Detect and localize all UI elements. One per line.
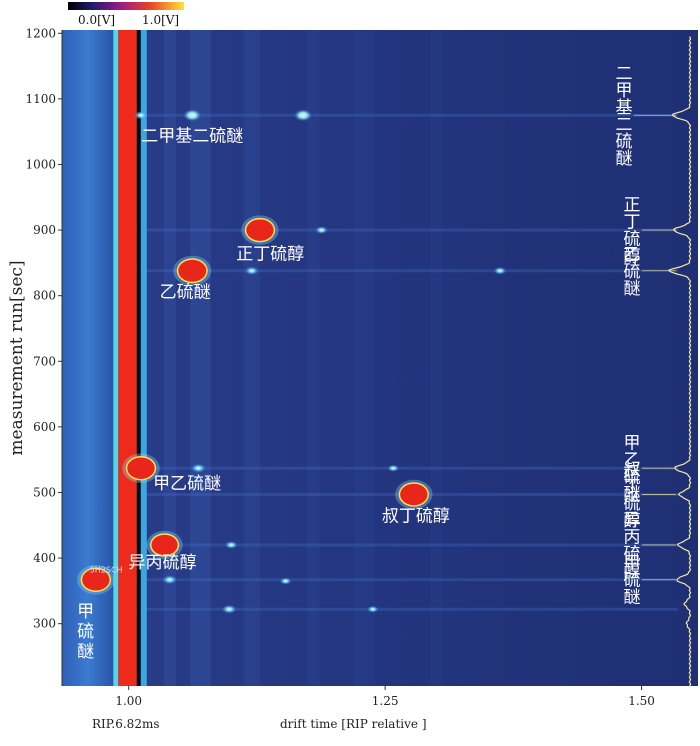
spectrum-label: 叔丁硫醇 <box>624 460 641 531</box>
peak-spot <box>127 457 155 479</box>
peak-spot <box>315 226 329 234</box>
spectrum-label: 二甲基二硫醚 <box>616 64 633 169</box>
peak-spot <box>279 577 292 585</box>
peak-spot <box>294 109 313 122</box>
peak-spot <box>493 266 507 275</box>
peak-spot <box>190 463 206 473</box>
row-streak <box>62 578 678 582</box>
row-streak <box>62 466 678 470</box>
colorbar-min-label: 0.0[V] <box>78 13 115 27</box>
x-axis-note: RIP.6.82ms <box>92 717 160 731</box>
row-streak <box>62 269 678 273</box>
x-tick-label: 1.50 <box>628 694 655 708</box>
row-streak <box>62 492 678 496</box>
peak-spot <box>244 266 259 275</box>
peak-label: 正丁硫醇 <box>236 245 304 265</box>
peak-spot <box>162 575 178 585</box>
axes: 300 400 500 600 700 800 900 1000 1100 1200 1.00 1.2… <box>25 26 654 708</box>
peak-label: 二甲基二硫醚 <box>141 127 243 147</box>
spectrum-label: 甲乙硫醚 <box>624 434 641 505</box>
rip-glow <box>140 30 147 686</box>
x-axis-title: drift time [RIP relative ] <box>280 717 427 731</box>
colorbar-max-label: 1.0[V] <box>142 13 179 27</box>
y-axis-title: measurement run[sec] <box>7 260 27 455</box>
y-tick-label: 400 <box>33 551 56 565</box>
y-tick-label: 500 <box>33 485 56 499</box>
spectrum-label: 异丙硫醇 <box>624 510 641 581</box>
rip-edge-right <box>136 30 141 686</box>
y-tick-label: 300 <box>33 617 56 631</box>
peak-spot <box>183 109 202 122</box>
peak-label: 叔丁硫醇 <box>382 506 450 526</box>
rip-edge-left <box>113 30 119 686</box>
y-tick-label: 800 <box>33 289 56 303</box>
background-texture <box>62 30 678 686</box>
y-tick-label: 1000 <box>25 157 56 171</box>
x-tick-label: 1.00 <box>115 694 142 708</box>
x-tick-label: 1.25 <box>372 694 399 708</box>
small-note-label: 5H2SCH <box>90 566 123 575</box>
peak-spot <box>82 568 110 591</box>
peak-spot <box>178 259 207 282</box>
colorbar-gradient <box>68 2 184 10</box>
background-streak <box>190 30 211 686</box>
row-streak <box>62 113 678 117</box>
peak-spot <box>387 464 400 472</box>
background-streak <box>163 30 176 686</box>
rip-band <box>118 30 137 686</box>
peak-spot <box>133 111 148 120</box>
y-tick-label: 1100 <box>25 92 56 106</box>
peak-spot <box>367 605 379 613</box>
peak-spot <box>221 604 237 614</box>
spectrum-label: 乙硫醚 <box>624 245 641 299</box>
y-tick-label: 900 <box>33 223 56 237</box>
peak-label: 甲硫醚 <box>77 602 94 662</box>
peak-spot <box>400 483 428 506</box>
peak-label: 乙硫醚 <box>160 283 211 303</box>
background-streak <box>354 30 375 686</box>
background-streak <box>430 30 443 686</box>
peak-spot <box>224 541 238 549</box>
peak-label: 异丙硫醇 <box>129 553 197 573</box>
background-streak <box>243 30 260 686</box>
y-tick-label: 1200 <box>25 26 56 40</box>
background-streak <box>307 30 320 686</box>
row-streak <box>62 228 678 232</box>
y-tick-label: 600 <box>33 420 56 434</box>
spectrum-label: 正丁硫醇 <box>624 196 641 267</box>
peaks-layer <box>77 109 507 614</box>
y-tick-label: 700 <box>33 354 56 368</box>
spectrum-line <box>667 36 692 687</box>
peak-spot <box>151 534 178 556</box>
peak-label: 甲乙硫醚 <box>153 474 221 494</box>
colorbar: 0.0[V] 1.0[V] <box>68 2 184 27</box>
peak-spot <box>246 219 274 241</box>
row-streak <box>62 543 678 547</box>
spectrum-label: 甲硫醚 <box>624 554 641 608</box>
